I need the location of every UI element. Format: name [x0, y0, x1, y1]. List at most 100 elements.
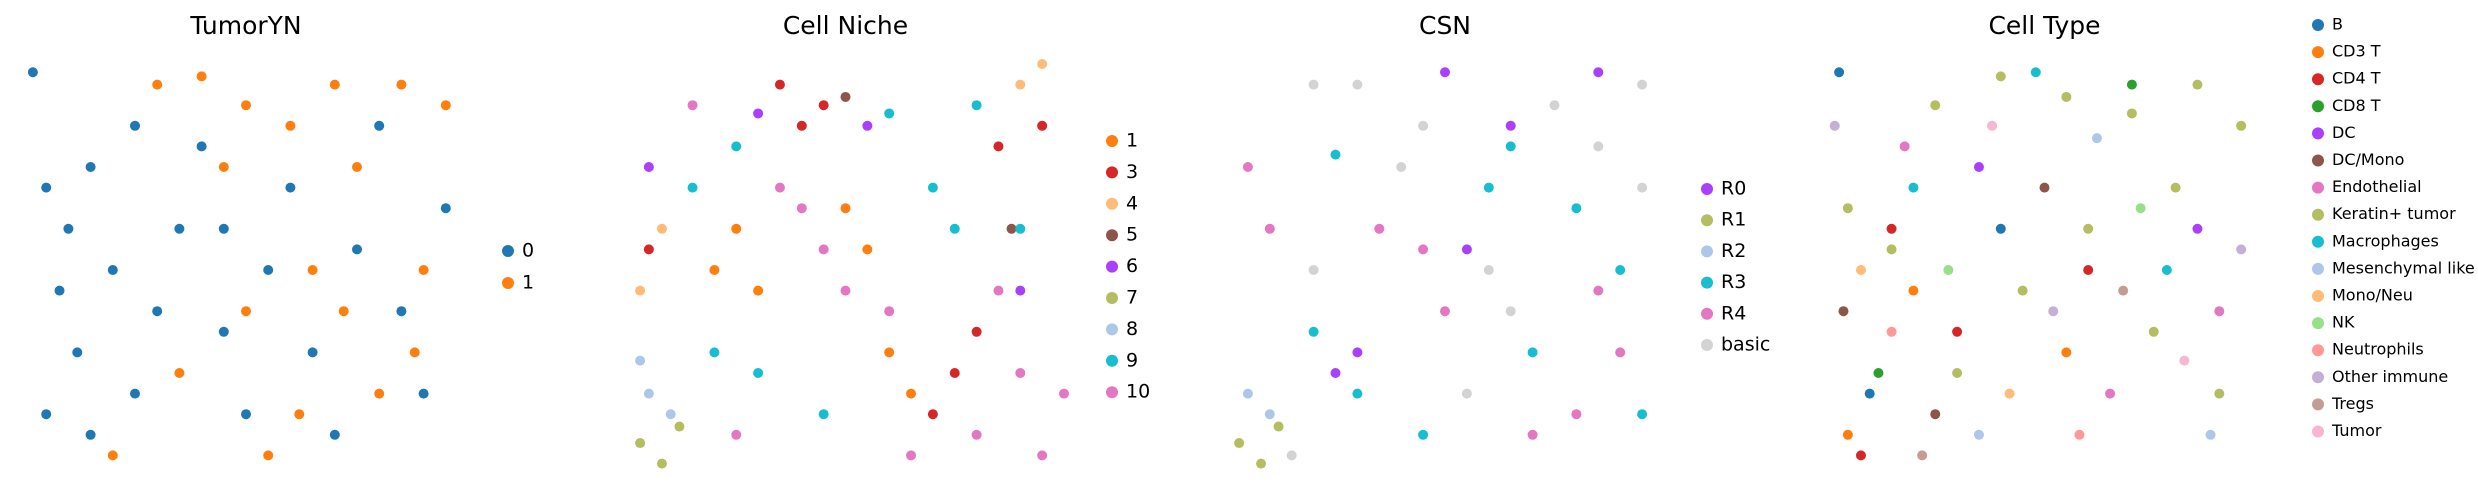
chart-title: TumorYN [189, 11, 301, 40]
point [1308, 265, 1319, 275]
legend-marker [1701, 307, 1713, 320]
point [1418, 120, 1429, 131]
point [285, 182, 296, 193]
point [927, 182, 938, 193]
point [196, 71, 207, 82]
point [1308, 79, 1319, 90]
point [1264, 223, 1275, 234]
legend-label: 4 [1126, 192, 1138, 214]
legend-label: CD3 T [2332, 42, 2381, 61]
point [196, 141, 207, 152]
legend-label: Mesenchymal like [2332, 258, 2475, 277]
legend-marker [2312, 73, 2324, 86]
legend-label: NK [2332, 313, 2355, 332]
legend-label: 3 [1126, 161, 1138, 183]
legend-marker [2312, 235, 2324, 248]
point [218, 162, 229, 172]
point [374, 120, 385, 131]
point [418, 265, 429, 275]
legend-marker [502, 277, 514, 289]
point [1886, 223, 1897, 234]
point [971, 429, 982, 440]
point [949, 368, 960, 378]
legend-marker [1106, 166, 1118, 179]
legend-marker [1106, 292, 1118, 304]
point [263, 265, 274, 275]
point [1886, 244, 1897, 255]
point [85, 429, 96, 440]
point [1873, 368, 1884, 378]
legend-label: CD8 T [2332, 96, 2381, 115]
point [840, 91, 851, 102]
point [307, 265, 318, 275]
point [152, 79, 163, 90]
point [1505, 120, 1516, 131]
point [971, 326, 982, 337]
point [643, 162, 654, 172]
legend-marker [1701, 339, 1713, 351]
point [774, 79, 785, 90]
point [971, 100, 982, 111]
point [1864, 388, 1875, 399]
point [1952, 368, 1963, 378]
point [2214, 388, 2225, 399]
point [2017, 285, 2028, 296]
point [1987, 120, 1998, 131]
point [687, 100, 698, 111]
point [338, 306, 349, 317]
point [2039, 182, 2050, 193]
point [753, 285, 764, 296]
point [1842, 429, 1853, 440]
point [1242, 388, 1253, 399]
point [687, 182, 698, 193]
point [2179, 355, 2190, 366]
legend-label: R3 [1721, 271, 1746, 293]
point [1330, 368, 1341, 378]
point [352, 244, 362, 255]
point [1006, 223, 1017, 234]
point [54, 285, 65, 296]
point [796, 203, 807, 214]
point [2192, 79, 2203, 90]
legend-label: 6 [1126, 255, 1138, 277]
legend-label: Tumor [2331, 421, 2382, 440]
legend-marker [2312, 46, 2324, 59]
point [1352, 388, 1363, 399]
point [1505, 306, 1516, 317]
point [1571, 409, 1582, 420]
point [1943, 265, 1954, 275]
legend-marker [2312, 398, 2324, 411]
point [643, 244, 654, 255]
legend-label: Neutrophils [2332, 340, 2424, 359]
point [1256, 458, 1267, 469]
point [635, 438, 646, 449]
point [635, 355, 646, 366]
point [1855, 450, 1866, 461]
legend-label: Macrophages [2332, 231, 2439, 250]
point [1908, 182, 1919, 193]
point [1505, 141, 1516, 152]
point [440, 100, 451, 111]
point [993, 285, 1004, 296]
point [1015, 223, 1026, 234]
point [1015, 285, 1026, 296]
point [1527, 429, 1538, 440]
point [1637, 409, 1648, 420]
point [2205, 429, 2216, 440]
legend-label: Endothelial [2332, 177, 2422, 196]
legend-marker [502, 245, 514, 257]
point [174, 223, 185, 234]
point [1917, 450, 1928, 461]
point [643, 388, 654, 399]
point [1015, 368, 1026, 378]
point [2170, 182, 2181, 193]
legend-marker [1106, 260, 1118, 273]
point [774, 182, 785, 193]
point [840, 285, 851, 296]
point [1899, 141, 1910, 152]
legend-label: 5 [1126, 224, 1138, 246]
point [1242, 162, 1253, 172]
point [2030, 67, 2041, 78]
